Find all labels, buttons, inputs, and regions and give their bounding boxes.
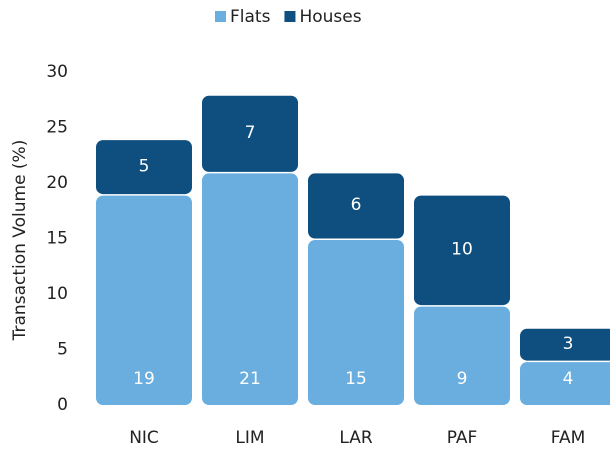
bar-segment xyxy=(96,140,192,195)
y-tick-label: 15 xyxy=(46,229,68,249)
bar-segment xyxy=(96,195,192,405)
data-label: 6 xyxy=(351,195,362,215)
bar-segment xyxy=(520,328,610,361)
bar-segment xyxy=(308,173,404,239)
y-axis-label: Transaction Volume (%) xyxy=(10,140,30,342)
y-tick-label: 0 xyxy=(57,395,68,415)
y-tick-label: 30 xyxy=(46,62,68,82)
x-tick-label: PAF xyxy=(447,428,478,448)
bar-segment xyxy=(202,173,298,405)
data-label: 21 xyxy=(239,369,261,389)
bar-segment xyxy=(202,95,298,172)
bar-segment xyxy=(520,362,610,405)
x-tick-label: LIM xyxy=(235,428,264,448)
y-tick-label: 20 xyxy=(46,173,68,193)
bar-segment xyxy=(414,306,510,405)
bar-segment xyxy=(308,240,404,405)
data-label: 4 xyxy=(563,369,574,389)
legend-swatch xyxy=(215,11,226,22)
legend-label: Houses xyxy=(299,7,361,27)
data-label: 3 xyxy=(563,334,574,354)
data-label: 9 xyxy=(457,369,468,389)
x-tick-label: FAM xyxy=(551,428,586,448)
legend-label: Flats xyxy=(230,7,271,27)
y-tick-label: 5 xyxy=(57,340,68,360)
y-tick-label: 10 xyxy=(46,284,68,304)
x-tick-label: NIC xyxy=(129,428,159,448)
data-label: 19 xyxy=(133,369,155,389)
data-label: 5 xyxy=(139,156,150,176)
bar-segment xyxy=(414,195,510,306)
data-label: 7 xyxy=(245,123,256,143)
data-label: 15 xyxy=(345,369,367,389)
y-tick-label: 25 xyxy=(46,118,68,138)
x-tick-label: LAR xyxy=(339,428,372,448)
data-label: 10 xyxy=(451,240,473,260)
legend-swatch xyxy=(284,11,296,22)
